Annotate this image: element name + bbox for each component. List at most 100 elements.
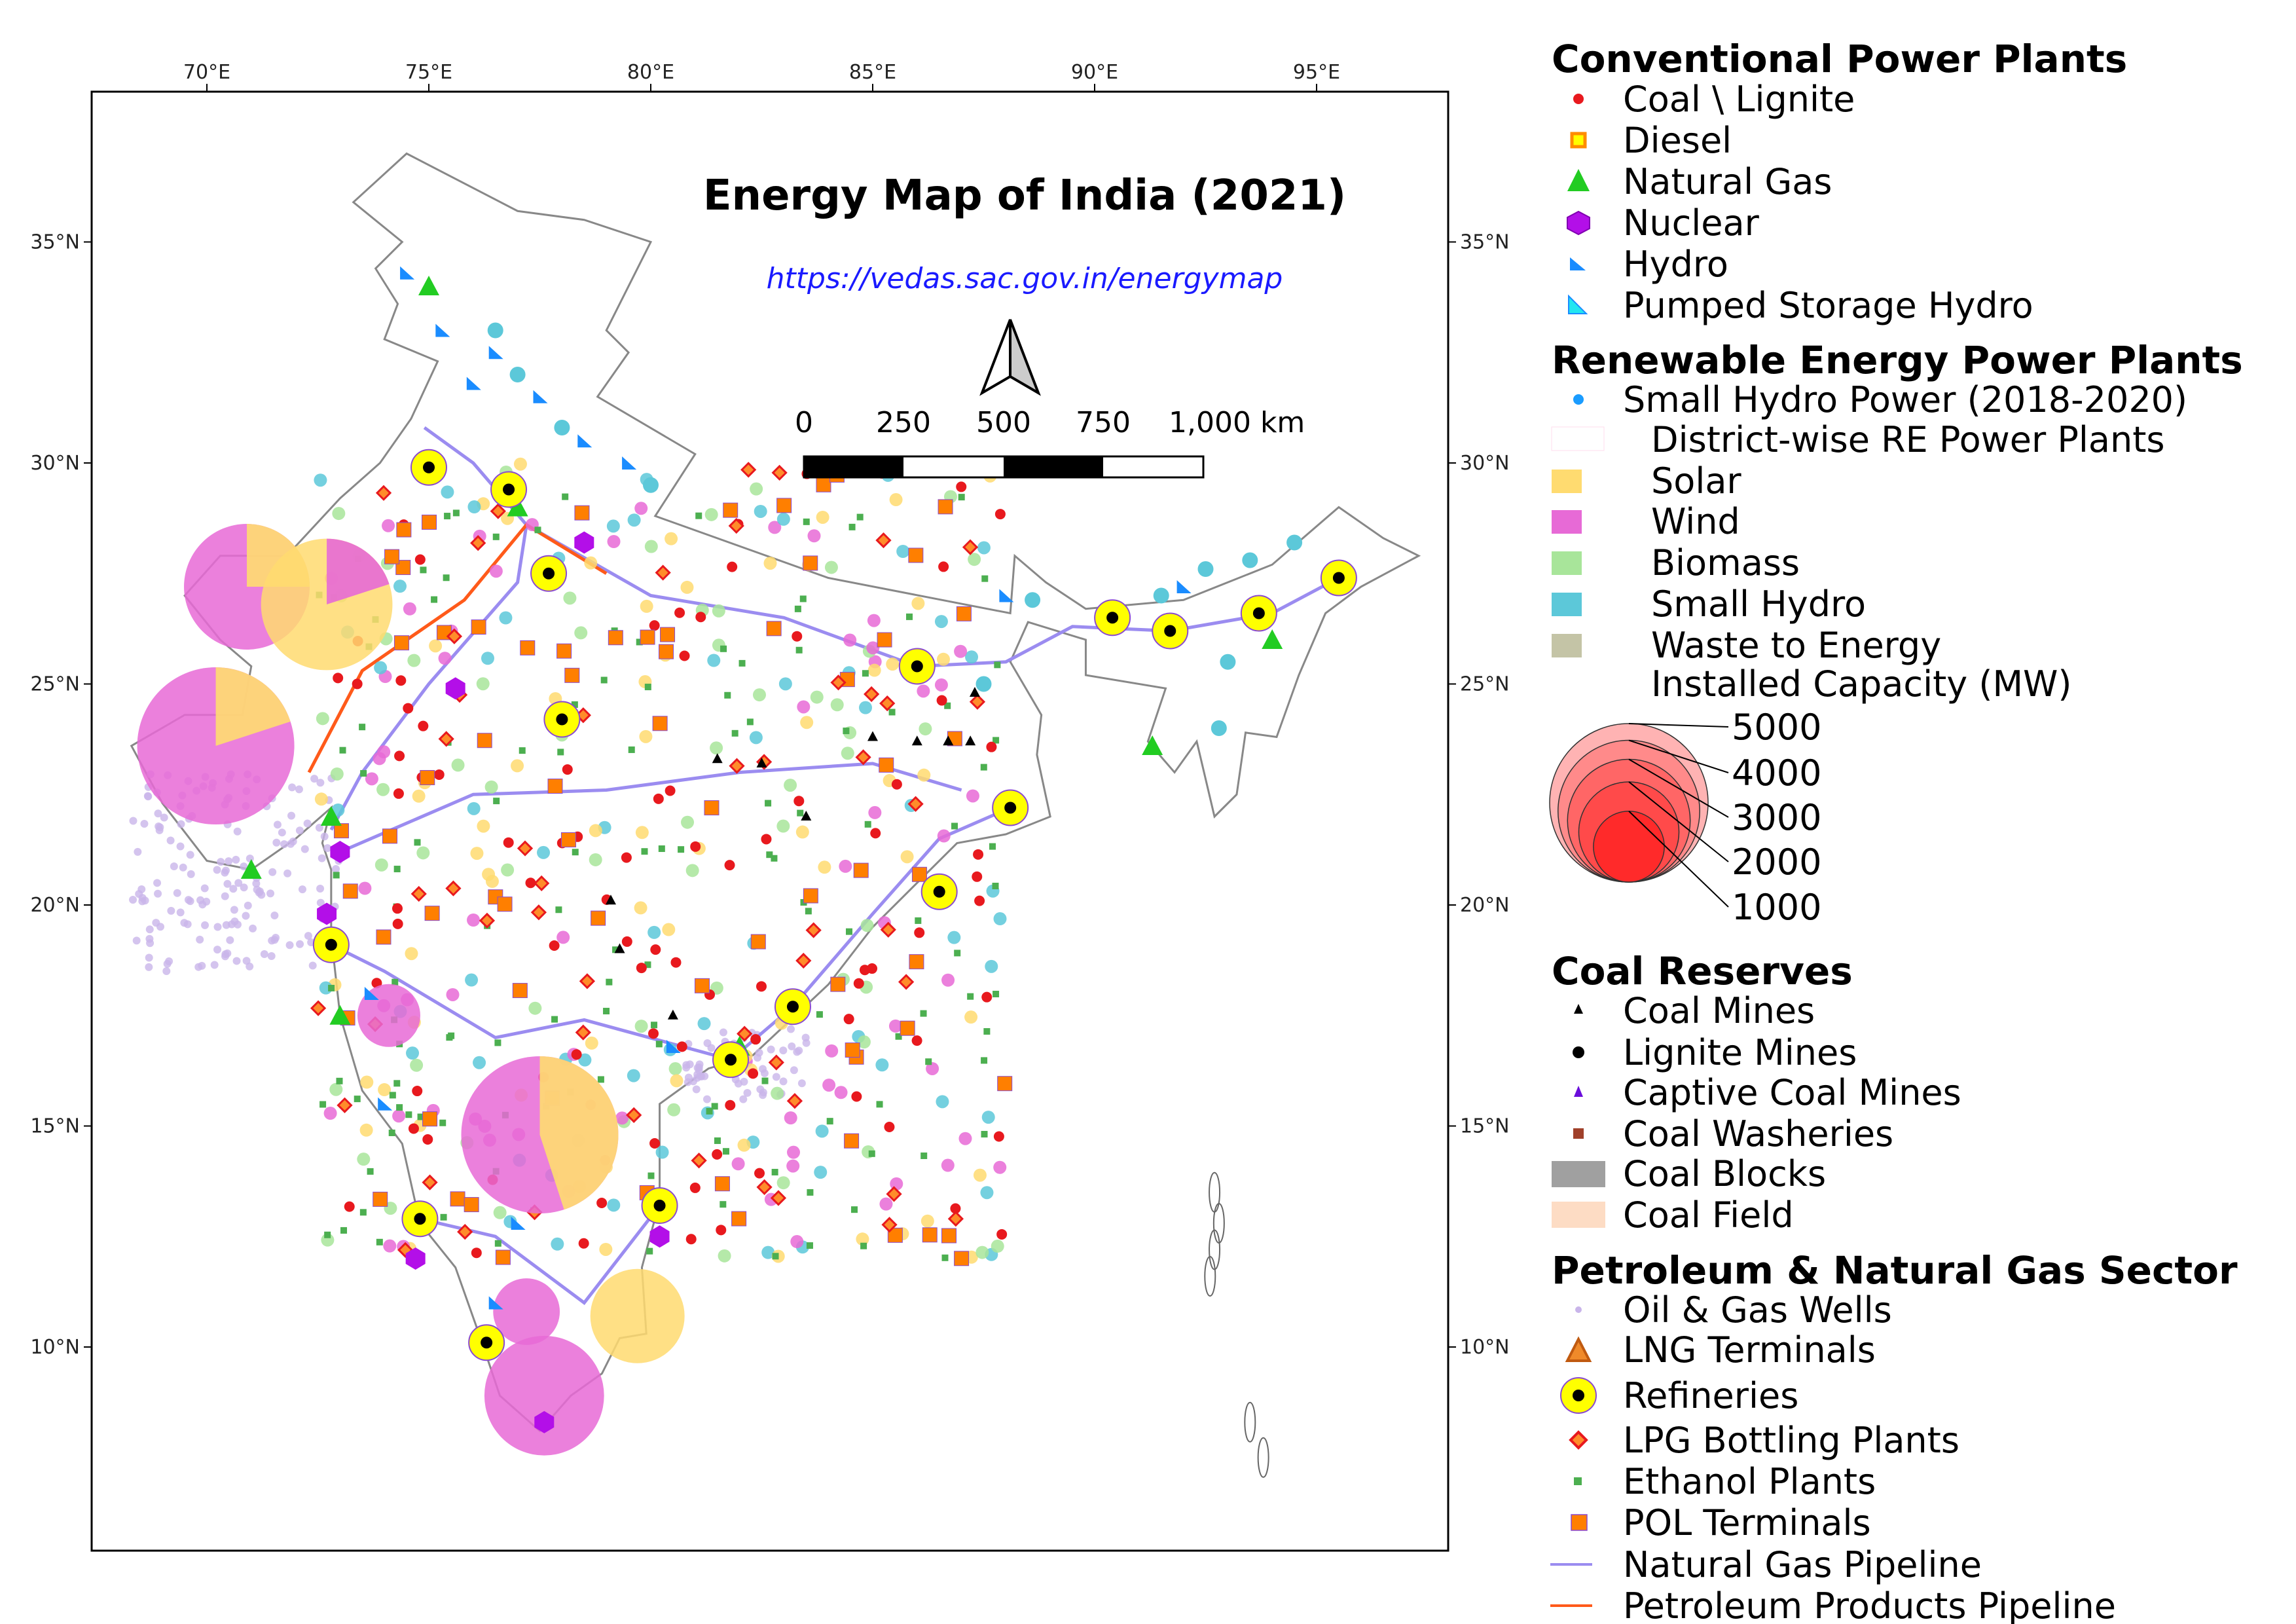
oil-gas-well <box>223 879 232 888</box>
district-re-point <box>585 1036 598 1050</box>
coal-lignite-plant <box>648 1028 659 1039</box>
coal-lignite-plant <box>333 673 344 684</box>
coal-lignite-plant <box>727 561 738 572</box>
oil-gas-well <box>173 889 181 897</box>
district-re-point <box>786 1159 800 1173</box>
oil-gas-well <box>234 879 243 887</box>
oil-gas-well <box>167 906 175 915</box>
ethanol-plant <box>906 613 913 620</box>
district-re-point <box>867 663 881 677</box>
capacity-bubble-legend <box>1549 723 1729 908</box>
hydro-icon <box>1570 257 1586 270</box>
lat-tick-label: 10°N <box>1460 1336 1510 1359</box>
oil-gas-well <box>221 868 229 877</box>
ethanol-plant <box>766 851 773 858</box>
ethanol-plant <box>706 1107 713 1115</box>
capacity-label-2000: 2000 <box>1732 841 1821 883</box>
lpg-bottling-plant <box>737 1025 753 1042</box>
legend-small-hydro-power: Small Hydro Power (2018-2020) <box>1623 379 2187 420</box>
oil-gas-well <box>155 826 164 834</box>
ethanol-plant <box>799 595 807 602</box>
oil-gas-well <box>272 934 280 942</box>
lpg-bottling-plant <box>770 1190 787 1206</box>
coal-lignite-plant <box>956 481 967 492</box>
ethanol-plant <box>771 1168 778 1175</box>
district-re-point <box>635 826 649 840</box>
scale-label-500: 500 <box>976 406 1031 439</box>
source-url-link[interactable]: https://vedas.sac.gov.in/energymap <box>767 262 1283 295</box>
district-re-point <box>373 752 386 766</box>
lon-tick-label: 75°E <box>405 61 452 84</box>
district-re-point <box>634 1020 648 1033</box>
oil-gas-well <box>298 885 306 894</box>
lat-tick-label: 25°N <box>1460 673 1510 696</box>
ethanol-plant <box>856 513 864 521</box>
ethanol-plant <box>724 692 731 699</box>
district-re-point <box>830 698 844 712</box>
lpg-bottling-plant <box>880 921 896 938</box>
oil-gas-well <box>240 883 248 892</box>
district-re-point <box>889 493 903 507</box>
district-re-point <box>754 504 767 518</box>
district-re-point <box>977 541 991 555</box>
oil-gas-well <box>288 783 297 792</box>
lpg-bottling-plant <box>795 952 812 969</box>
pol-terminals-icon <box>1571 1514 1588 1531</box>
district-re-point <box>879 1197 893 1211</box>
district-re-point <box>489 564 503 578</box>
ethanol-plant <box>967 993 974 1000</box>
oil-gas-well <box>301 845 309 853</box>
district-re-point <box>857 1035 871 1049</box>
ethanol-plant <box>651 1022 658 1029</box>
ethanol-plant <box>925 1058 932 1065</box>
lpg-bottling-plant <box>310 1000 327 1016</box>
coal-lignite-plant <box>649 1137 661 1149</box>
coal-lignite-plant <box>994 509 1006 520</box>
legend-heading-conventional: Conventional Power Plants <box>1552 37 2127 81</box>
ethanol-plant <box>731 729 738 737</box>
lpg-bottling-plant <box>740 462 757 478</box>
pol-terminal <box>333 823 349 839</box>
ethanol-plant <box>888 709 896 716</box>
ethanol-plant <box>843 728 850 735</box>
oil-gas-well <box>685 1060 694 1069</box>
oil-gas-well <box>772 1073 780 1081</box>
nuclear-plant <box>534 1411 555 1433</box>
pumped-storage-hydro-icon <box>1568 294 1588 314</box>
oil-gas-well <box>267 951 276 960</box>
coal-lignite-plant <box>650 944 661 955</box>
oil-gas-well <box>145 953 153 962</box>
district-re-point <box>867 614 881 627</box>
district-re-point <box>763 557 777 570</box>
capacity-leader-line <box>1628 781 1729 862</box>
refinery-center <box>1332 572 1345 584</box>
pol-terminal <box>766 621 782 637</box>
district-re-point <box>784 1111 797 1125</box>
ethanol-plant <box>805 908 812 915</box>
oil-gas-well <box>198 961 206 970</box>
district-re-point <box>934 615 948 629</box>
wind-swatch <box>1552 510 1582 534</box>
pol-terminal <box>750 934 766 950</box>
natural-gas-pipeline <box>525 523 1340 669</box>
ethanol-plant <box>606 978 613 986</box>
district-re-point <box>537 845 551 859</box>
lpg-bottling-plant <box>446 628 463 644</box>
district-re-point <box>936 1095 949 1109</box>
nuclear-plant <box>445 677 465 700</box>
district-re-point <box>634 901 647 915</box>
district-re-point <box>810 690 824 704</box>
pol-terminal <box>956 606 972 621</box>
ethanol-plant <box>414 839 421 846</box>
district-re-point <box>965 650 979 664</box>
map-panel[interactable]: 70°E 75°E 80°E 85°E 90°E 95°E 35°N 35°N 30°N 30°N… <box>30 61 1510 1552</box>
oil-gas-well <box>788 1042 796 1050</box>
oil-gas-well <box>177 820 185 828</box>
coal-lignite-plant <box>412 1086 423 1097</box>
refinery-center <box>725 1054 737 1066</box>
legend-lpg-bottling-plants: LPG Bottling Plants <box>1623 1420 1959 1461</box>
ethanol-plant <box>941 1254 949 1261</box>
ethanol-plant <box>954 950 961 957</box>
scale-label-250: 250 <box>876 406 931 439</box>
pol-terminal <box>997 1076 1013 1092</box>
